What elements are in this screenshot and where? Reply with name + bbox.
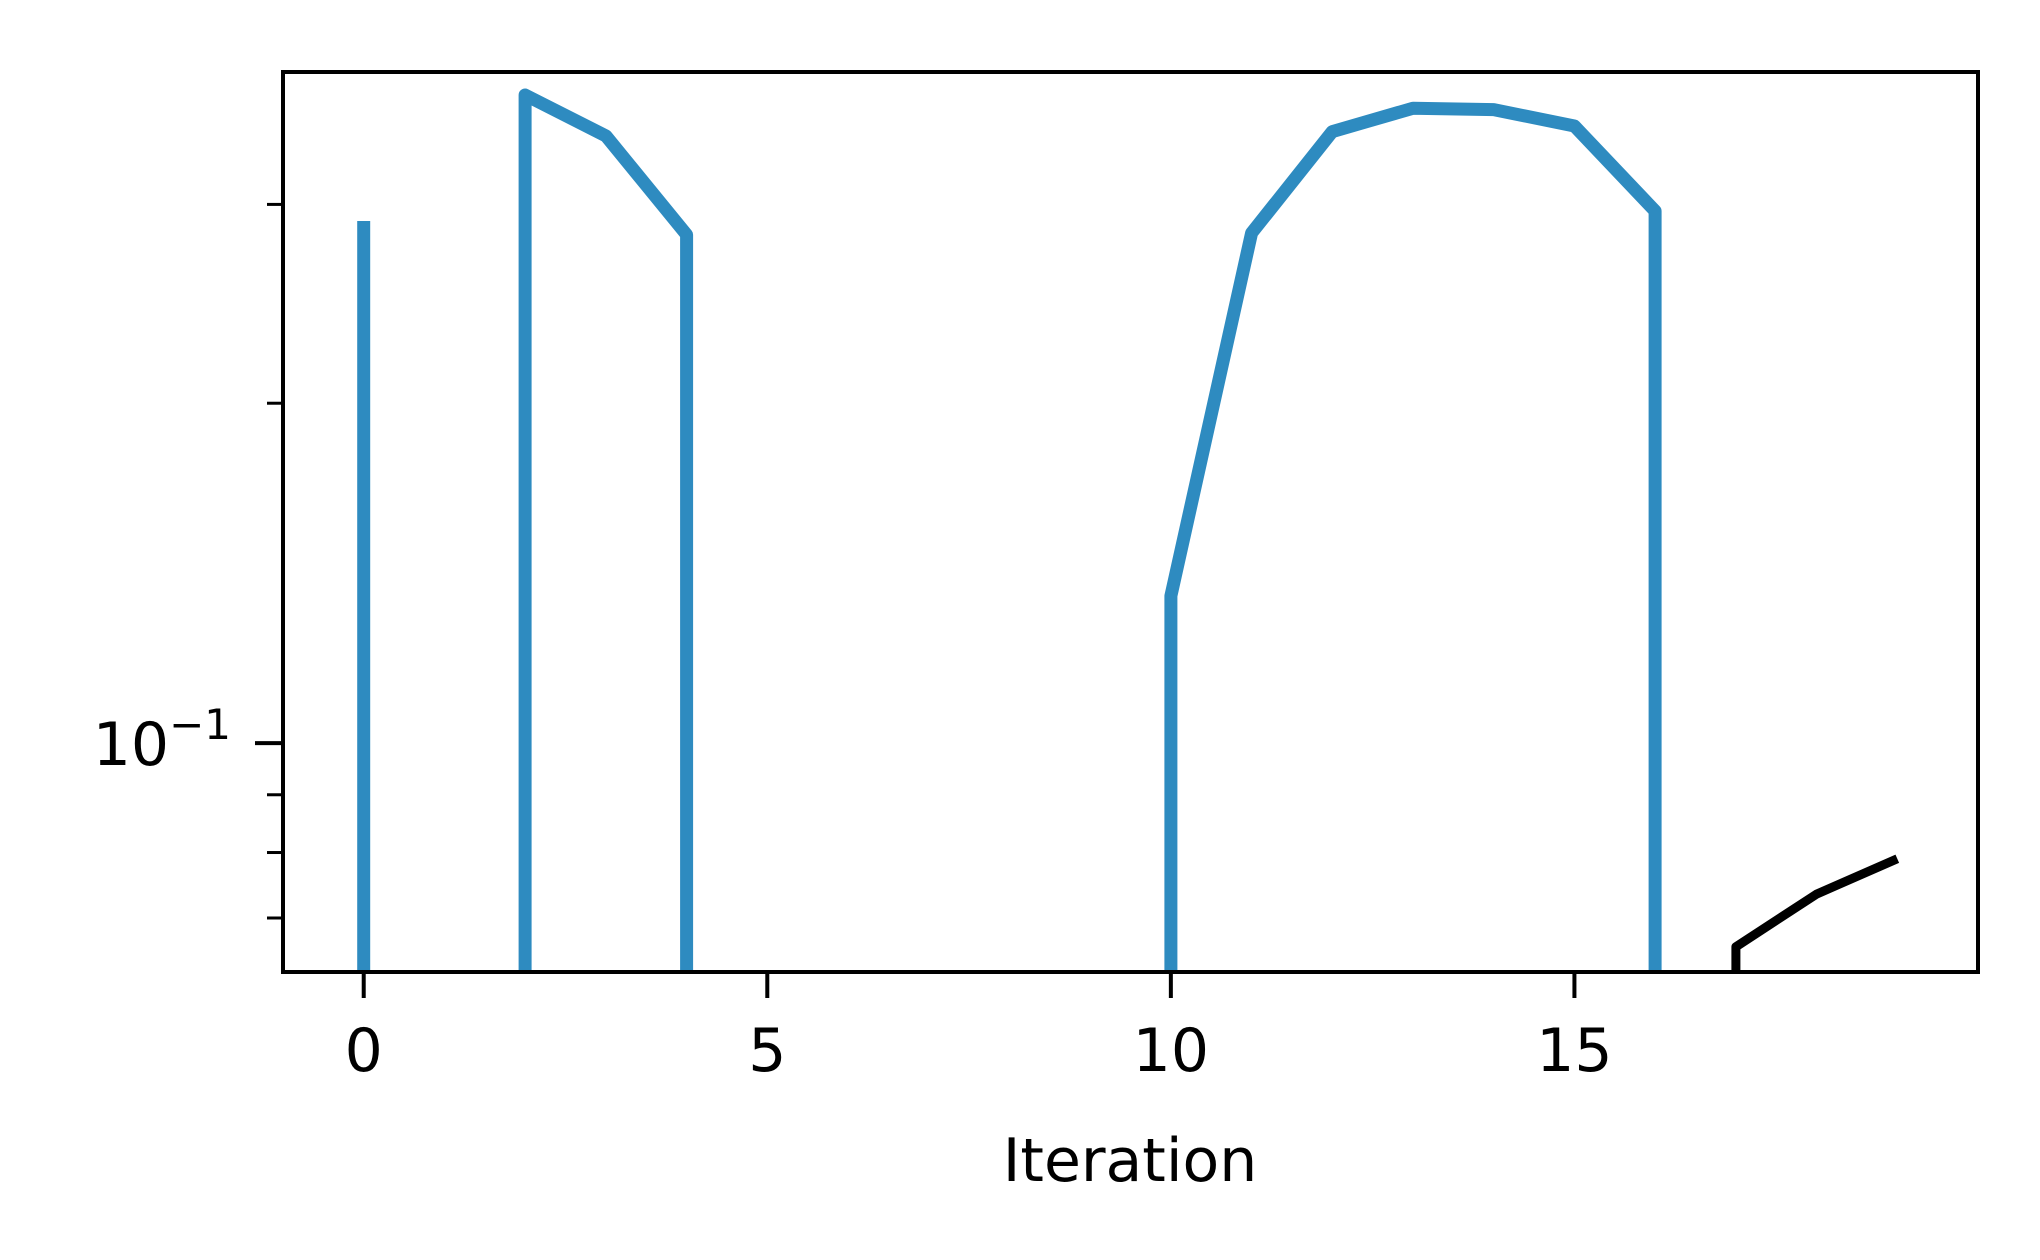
plot-frame	[281, 70, 1980, 974]
x-tick-label-15: 15	[1536, 1016, 1612, 1086]
x-tick-label-0: 0	[345, 1016, 383, 1086]
x-tick-label-10: 10	[1133, 1016, 1209, 1086]
series-layer	[357, 88, 1900, 972]
x-axis-label: Iteration	[1003, 1126, 1258, 1196]
y-axis: 10−1	[93, 202, 283, 920]
y-tick-label-0: 10−1	[93, 700, 231, 780]
series-1-segment-0	[1731, 854, 1900, 972]
series-0-segment-1	[518, 88, 694, 972]
x-axis: 0 5 10 15	[345, 972, 1613, 1086]
x-tick-label-5: 5	[748, 1016, 786, 1086]
series-0-segment-2	[1164, 101, 1662, 972]
